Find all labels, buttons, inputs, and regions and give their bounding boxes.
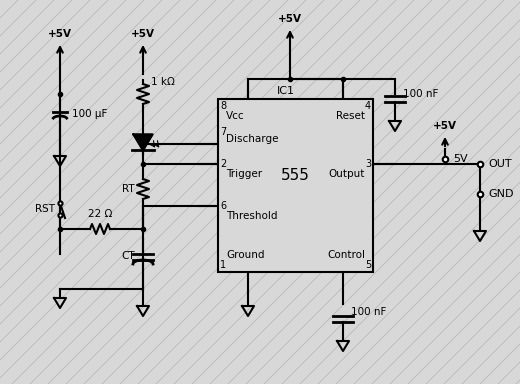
Text: 5: 5	[365, 260, 371, 270]
Text: Discharge: Discharge	[226, 134, 279, 144]
Text: 5V: 5V	[453, 154, 467, 164]
Bar	[218, 99, 373, 272]
Text: GND: GND	[488, 189, 514, 199]
Text: Reset: Reset	[336, 111, 365, 121]
Text: 1 kΩ: 1 kΩ	[151, 77, 175, 87]
Text: Control: Control	[327, 250, 365, 260]
Text: 1: 1	[220, 260, 226, 270]
Text: IC1: IC1	[277, 86, 294, 96]
Text: Threshold: Threshold	[226, 211, 278, 221]
Text: 4: 4	[365, 101, 371, 111]
Text: 6: 6	[220, 201, 226, 211]
Text: +5V: +5V	[278, 14, 302, 24]
Text: 2: 2	[220, 159, 226, 169]
Text: RST: RST	[35, 204, 55, 214]
Text: +5V: +5V	[131, 29, 155, 39]
Text: OUT: OUT	[488, 159, 512, 169]
Text: 100 nF: 100 nF	[403, 89, 438, 99]
Text: 8: 8	[220, 101, 226, 111]
Text: 3: 3	[365, 159, 371, 169]
Text: Output: Output	[329, 169, 365, 179]
Text: Ground: Ground	[226, 250, 265, 260]
Text: 100 µF: 100 µF	[72, 109, 107, 119]
Text: +5V: +5V	[48, 29, 72, 39]
Text: 22 Ω: 22 Ω	[88, 209, 112, 219]
Text: Trigger: Trigger	[226, 169, 262, 179]
Text: RT: RT	[122, 184, 135, 194]
Text: +5V: +5V	[433, 121, 457, 131]
Text: 555: 555	[281, 168, 310, 183]
Text: 7: 7	[220, 127, 226, 137]
Text: 100 nF: 100 nF	[351, 307, 386, 317]
Text: Vcc: Vcc	[226, 111, 244, 121]
Text: CT: CT	[121, 251, 135, 261]
Polygon shape	[134, 134, 152, 151]
